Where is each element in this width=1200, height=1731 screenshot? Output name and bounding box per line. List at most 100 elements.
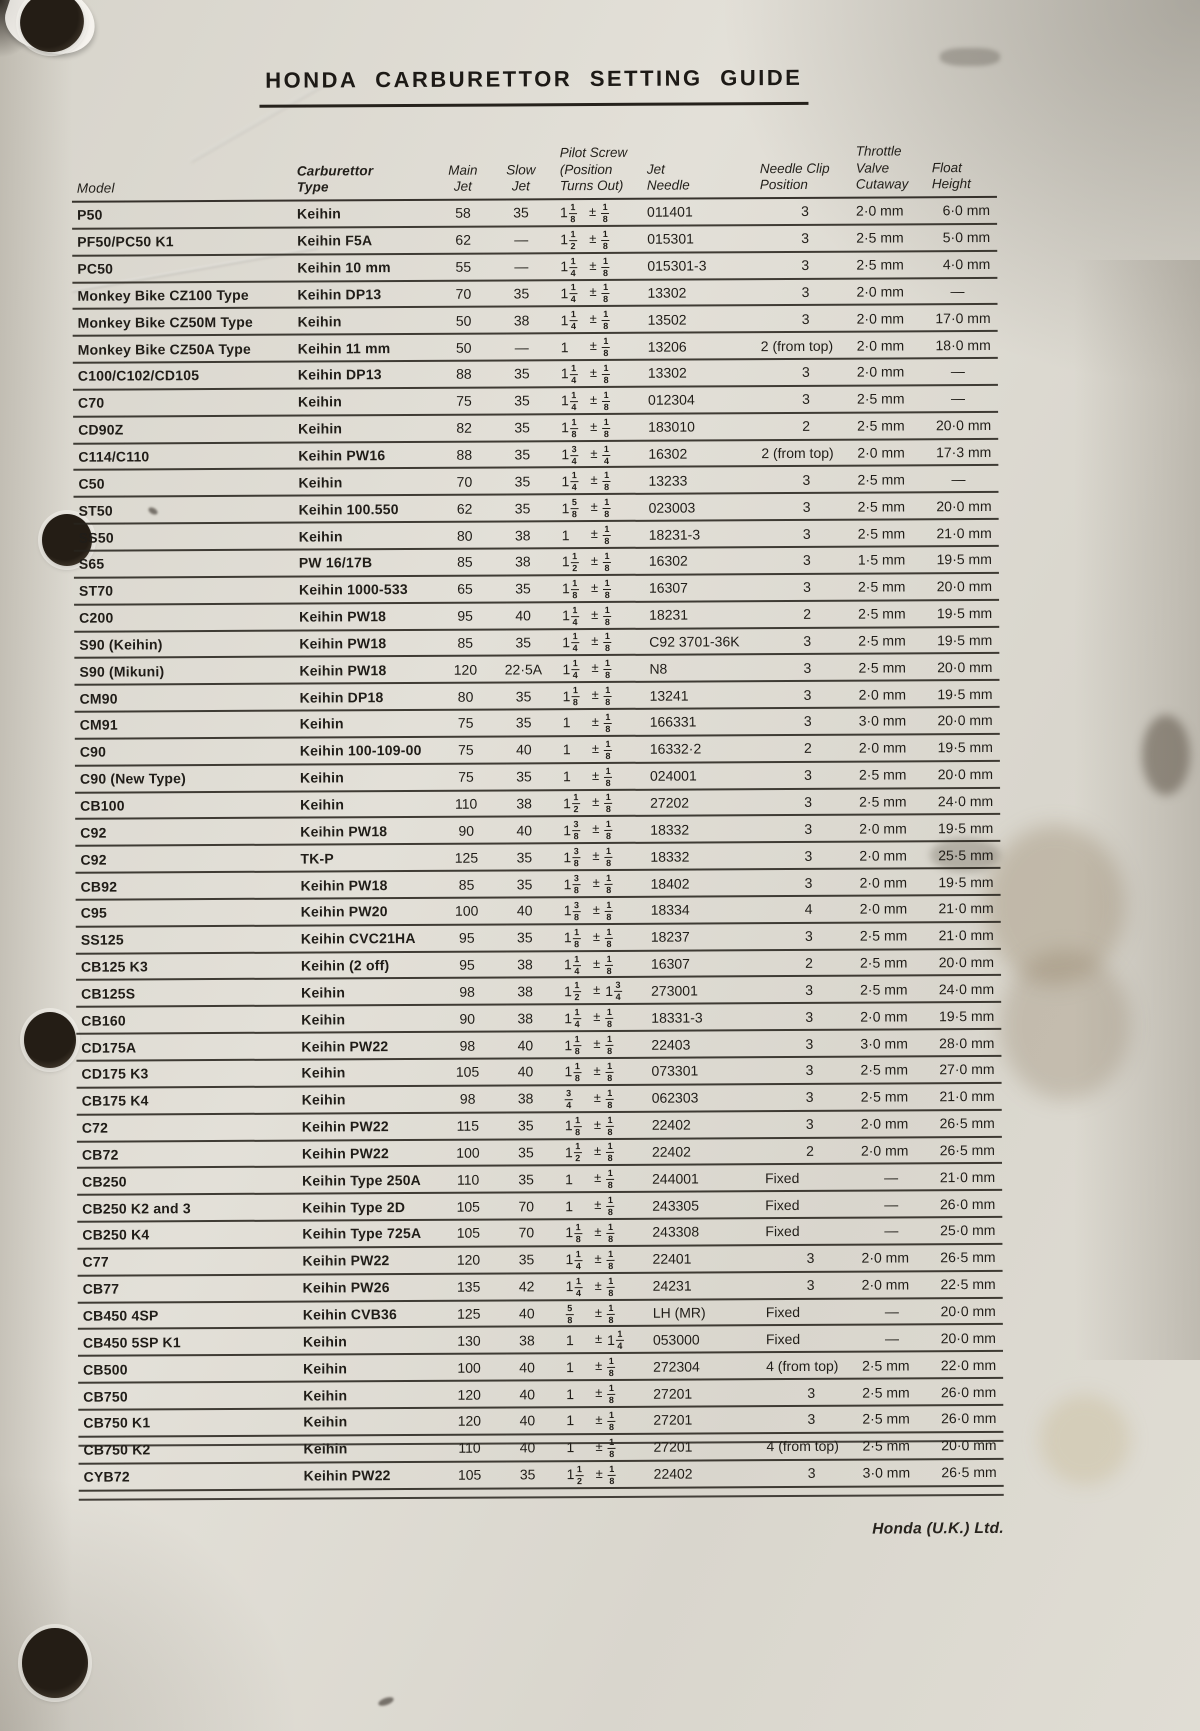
cell-model: C72 <box>81 1119 109 1136</box>
cell-main: 135 <box>456 1278 481 1295</box>
cell-pilot: 1 1 4 ±1 8 <box>560 282 610 305</box>
cell-slow: 40 <box>519 1412 536 1429</box>
cell-pilot: 1 1 4 ±1 8 <box>560 389 611 412</box>
plus-minus-sign: ± <box>588 203 597 219</box>
cell-float: 20·0 mm <box>937 658 993 675</box>
cell-cut: 2·5 mm <box>857 498 906 515</box>
cell-clip: 3 <box>801 203 809 220</box>
cell-type: Keihin <box>301 984 346 1001</box>
cell-slow: 35 <box>518 1144 534 1161</box>
cell-type: Keihin 100-109-00 <box>299 742 422 759</box>
cell-clip: 3 <box>805 1115 814 1133</box>
cell-main: 120 <box>453 661 478 678</box>
cell-main: 75 <box>458 768 474 785</box>
cell-slow: 40 <box>519 1359 535 1376</box>
cell-clip: 3 <box>803 659 812 676</box>
cell-cut: 2·5 mm <box>858 766 907 783</box>
cell-main: 95 <box>459 956 475 973</box>
plus-minus-sign: ± <box>595 1385 603 1401</box>
cell-float: 21·0 mm <box>938 927 994 944</box>
cell-pilot: 1 ±1 1 4 <box>565 1329 624 1352</box>
punch-hole <box>24 1012 76 1068</box>
cell-main: 100 <box>457 1359 481 1376</box>
plus-minus-sign: ± <box>590 499 598 515</box>
plus-minus-sign: ± <box>593 1089 601 1105</box>
cell-cut: 2·0 mm <box>859 873 908 891</box>
cell-type: Keihin (2 off) <box>300 957 390 974</box>
cell-needle: 13233 <box>648 472 688 489</box>
cell-type: Keihin <box>299 769 345 786</box>
cell-pilot: 1 1 4 ±1 8 <box>560 362 611 386</box>
cell-cut: 2·0 mm <box>856 363 905 381</box>
cell-model: CM91 <box>79 716 118 734</box>
plus-minus-sign: ± <box>592 901 600 917</box>
cell-slow: 40 <box>519 1385 536 1402</box>
cell-model: SS125 <box>80 931 124 948</box>
cell-model: Monkey Bike CZ100 Type <box>77 286 249 304</box>
cell-type: Keihin <box>297 313 342 330</box>
cell-slow: — <box>514 231 529 248</box>
cell-needle: 244001 <box>652 1170 699 1187</box>
cell-type: Keihin CVC21HA <box>300 930 416 947</box>
cell-float: 18·0 mm <box>935 336 991 353</box>
cell-slow: — <box>514 258 529 275</box>
cell-model: C114/C110 <box>78 448 150 465</box>
cell-pilot: 1 1 8 ±1 8 <box>563 926 613 949</box>
cell-needle: 13502 <box>647 311 687 328</box>
cell-needle: 243308 <box>652 1223 700 1241</box>
cell-clip: 3 <box>805 1062 814 1079</box>
cell-clip: 3 <box>803 713 812 730</box>
cell-type: Keihin <box>297 393 343 410</box>
cell-main: 85 <box>458 876 475 893</box>
cell-float: 5·0 mm <box>942 229 991 246</box>
plus-minus-sign: ± <box>592 794 600 810</box>
cell-main: 98 <box>459 1037 476 1054</box>
cell-needle: 243305 <box>652 1197 699 1214</box>
cell-float: 25·0 mm <box>940 1222 996 1239</box>
cell-pilot: 1 1 4 ±1 8 <box>560 309 610 332</box>
cell-needle: 22402 <box>653 1465 693 1482</box>
cell-pilot: 1 3 8 ±1 8 <box>563 819 613 842</box>
cell-type: Keihin DP13 <box>297 366 382 384</box>
cell-slow: 35 <box>515 580 531 597</box>
header-main: Main Jet <box>448 162 478 194</box>
cell-main: 70 <box>456 473 473 490</box>
cell-pilot: 1±18 <box>566 1437 616 1459</box>
cell-main: 75 <box>457 715 474 732</box>
cell-type: Keihin <box>298 474 343 491</box>
cell-float: 24·0 mm <box>937 792 994 810</box>
cell-cut: — <box>884 1303 899 1320</box>
cell-main: 98 <box>459 1090 476 1108</box>
cell-cut: — <box>884 1169 899 1186</box>
cell-slow: 70 <box>518 1197 535 1215</box>
cell-model: PF50/PC50 K1 <box>77 233 174 250</box>
plus-minus-sign: ± <box>591 687 599 703</box>
cell-float: 20·0 mm <box>940 1302 996 1320</box>
cell-slow: 35 <box>515 714 532 731</box>
cell-pilot: 1 1 4 ±1 8 <box>562 658 612 681</box>
cell-type: Keihin Type 250A <box>302 1171 422 1189</box>
cell-clip: 3 <box>807 1384 816 1401</box>
cell-needle: 18331-3 <box>651 1009 703 1026</box>
cell-slow: 35 <box>514 473 531 490</box>
cell-float: 27·0 mm <box>939 1061 995 1078</box>
cell-float: 26·5 mm <box>939 1141 995 1159</box>
plus-minus-sign: ± <box>592 955 601 971</box>
cell-float: 20·0 mm <box>935 417 992 434</box>
cell-clip: 2 (from top) <box>761 444 834 462</box>
cell-slow: 38 <box>517 1090 534 1107</box>
plus-minus-sign: ± <box>592 848 600 864</box>
cell-slow: 35 <box>519 1466 536 1483</box>
